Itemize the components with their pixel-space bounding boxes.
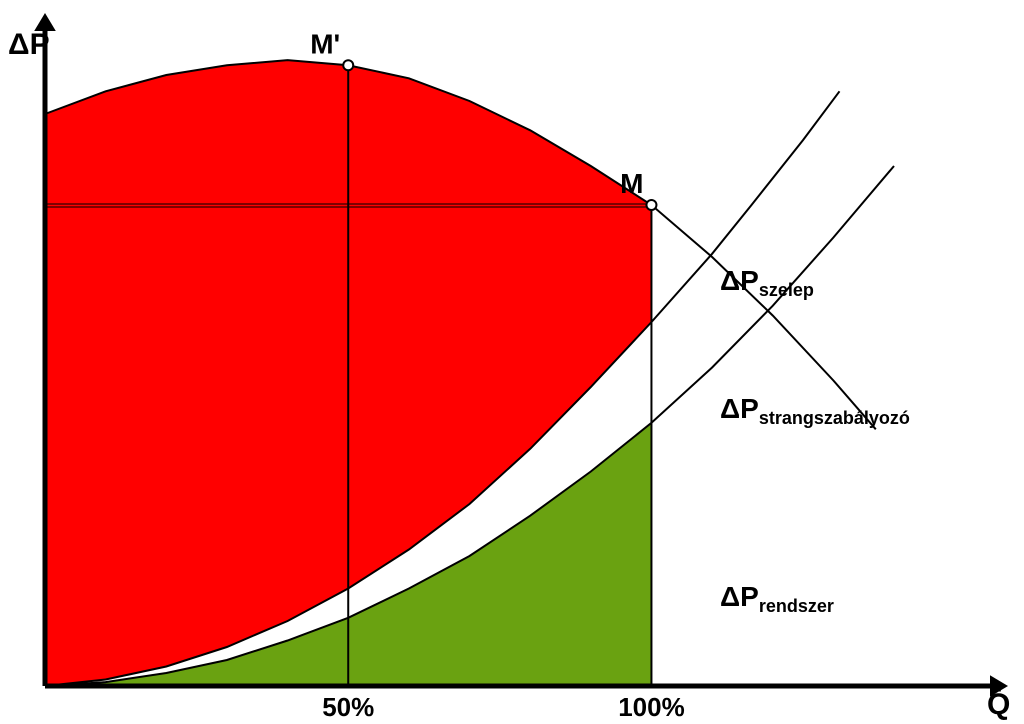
x-axis-label: Q̇: [987, 688, 1010, 721]
region-label-0: ΔPszelep: [720, 265, 814, 300]
label-M: M: [620, 168, 643, 199]
chart-svg: ΔP Q̇ 50% 100% M' M ΔPszelep ΔPstrangszabályozó…: [0, 0, 1024, 724]
pressure-flow-diagram: ΔP Q̇ 50% 100% M' M ΔPszelep ΔPstrangszabályozó…: [0, 0, 1024, 724]
marker-M: [646, 200, 656, 210]
region-label-1: ΔPstrangszabályozó: [720, 393, 910, 428]
region-label-2: ΔPrendszer: [720, 581, 834, 616]
label-Mprime: M': [310, 28, 340, 59]
marker-Mprime: [343, 60, 353, 70]
x-tick-50%: 50%: [322, 692, 374, 722]
y-axis-label: ΔP: [8, 28, 50, 61]
x-tick-100%: 100%: [618, 692, 685, 722]
